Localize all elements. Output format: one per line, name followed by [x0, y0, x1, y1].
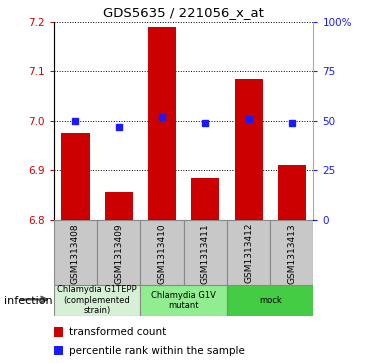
Bar: [227, 285, 313, 316]
Bar: [54, 285, 140, 316]
Text: mock: mock: [259, 296, 282, 305]
Bar: [278, 165, 306, 220]
Bar: [227, 220, 270, 285]
Bar: [105, 192, 133, 220]
Text: transformed count: transformed count: [69, 327, 166, 337]
Title: GDS5635 / 221056_x_at: GDS5635 / 221056_x_at: [103, 6, 264, 19]
Text: GSM1313408: GSM1313408: [71, 223, 80, 284]
Bar: [191, 178, 219, 220]
Text: GSM1313409: GSM1313409: [114, 223, 123, 284]
Text: infection: infection: [4, 295, 52, 306]
Text: GSM1313413: GSM1313413: [288, 223, 296, 284]
Bar: [184, 220, 227, 285]
Bar: [61, 133, 89, 220]
Text: Chlamydia G1V
mutant: Chlamydia G1V mutant: [151, 291, 216, 310]
Text: GSM1313412: GSM1313412: [244, 223, 253, 284]
Bar: [97, 220, 140, 285]
Text: percentile rank within the sample: percentile rank within the sample: [69, 346, 244, 356]
Text: GSM1313411: GSM1313411: [201, 223, 210, 284]
Text: GSM1313410: GSM1313410: [158, 223, 167, 284]
Bar: [140, 285, 227, 316]
Text: Chlamydia G1TEPP
(complemented
strain): Chlamydia G1TEPP (complemented strain): [57, 285, 137, 315]
Bar: [140, 220, 184, 285]
Bar: [234, 79, 263, 220]
Bar: [148, 27, 176, 220]
Bar: [270, 220, 313, 285]
Bar: [54, 220, 97, 285]
